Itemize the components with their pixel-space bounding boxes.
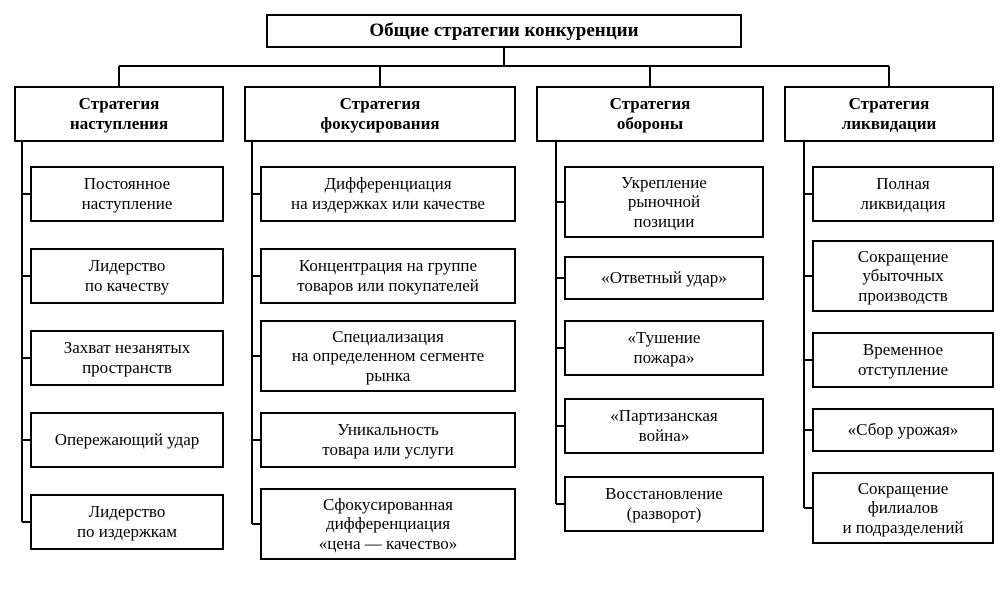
item-liquidation-1: Сокращениеубыточныхпроизводств <box>812 240 994 312</box>
branch-focus: Стратегияфокусирования <box>244 86 516 142</box>
branch-liquidation: Стратегияликвидации <box>784 86 994 142</box>
item-focus-3-label: Уникальностьтовара или услуги <box>322 420 453 459</box>
item-offense-2: Захват незанятыхпространств <box>30 330 224 386</box>
item-defense-3-label: «Партизанскаявойна» <box>610 406 717 445</box>
branch-offense: Стратегиянаступления <box>14 86 224 142</box>
item-focus-1-label: Концентрация на группетоваров или покупа… <box>297 256 479 295</box>
item-offense-0-label: Постоянноенаступление <box>82 174 173 213</box>
item-offense-3-label: Опережающий удар <box>55 430 200 450</box>
item-focus-0-label: Дифференциацияна издержках или качестве <box>291 174 485 213</box>
item-liquidation-2: Временноеотступление <box>812 332 994 388</box>
item-offense-1-label: Лидерствопо качеству <box>85 256 169 295</box>
branch-offense-label: Стратегиянаступления <box>70 94 168 133</box>
item-liquidation-1-label: Сокращениеубыточныхпроизводств <box>858 247 949 306</box>
item-focus-1: Концентрация на группетоваров или покупа… <box>260 248 516 304</box>
item-offense-1: Лидерствопо качеству <box>30 248 224 304</box>
item-focus-0: Дифференциацияна издержках или качестве <box>260 166 516 222</box>
item-liquidation-2-label: Временноеотступление <box>858 340 948 379</box>
branch-defense-label: Стратегияобороны <box>610 94 691 133</box>
root-title: Общие стратегии конкуренции <box>266 14 742 48</box>
item-liquidation-3: «Сбор урожая» <box>812 408 994 452</box>
item-liquidation-0: Полнаяликвидация <box>812 166 994 222</box>
root-title-label: Общие стратегии конкуренции <box>369 20 638 42</box>
item-defense-0-label: Укреплениерыночнойпозиции <box>621 173 707 232</box>
item-offense-4-label: Лидерствопо издержкам <box>77 502 177 541</box>
branch-focus-label: Стратегияфокусирования <box>320 94 439 133</box>
item-liquidation-4: Сокращениефилиалови подразделений <box>812 472 994 544</box>
item-offense-4: Лидерствопо издержкам <box>30 494 224 550</box>
diagram-canvas: Общие стратегии конкуренции Стратегиянаст… <box>0 0 1008 603</box>
item-focus-4-label: Сфокусированнаядифференциация«цена — кач… <box>319 495 458 554</box>
item-liquidation-3-label: «Сбор урожая» <box>848 420 959 440</box>
item-offense-0: Постоянноенаступление <box>30 166 224 222</box>
branch-liquidation-label: Стратегияликвидации <box>842 94 937 133</box>
item-focus-4: Сфокусированнаядифференциация«цена — кач… <box>260 488 516 560</box>
item-liquidation-4-label: Сокращениефилиалови подразделений <box>842 479 963 538</box>
item-defense-2: «Тушениепожара» <box>564 320 764 376</box>
item-focus-2-label: Специализацияна определенном сегментерын… <box>292 327 484 386</box>
item-defense-4-label: Восстановление(разворот) <box>605 484 723 523</box>
item-offense-3: Опережающий удар <box>30 412 224 468</box>
item-defense-3: «Партизанскаявойна» <box>564 398 764 454</box>
branch-defense: Стратегияобороны <box>536 86 764 142</box>
item-focus-2: Специализацияна определенном сегментерын… <box>260 320 516 392</box>
item-defense-0: Укреплениерыночнойпозиции <box>564 166 764 238</box>
item-focus-3: Уникальностьтовара или услуги <box>260 412 516 468</box>
item-defense-1: «Ответный удар» <box>564 256 764 300</box>
item-defense-2-label: «Тушениепожара» <box>628 328 701 367</box>
item-defense-1-label: «Ответный удар» <box>601 268 727 288</box>
item-liquidation-0-label: Полнаяликвидация <box>860 174 945 213</box>
item-offense-2-label: Захват незанятыхпространств <box>64 338 191 377</box>
item-defense-4: Восстановление(разворот) <box>564 476 764 532</box>
